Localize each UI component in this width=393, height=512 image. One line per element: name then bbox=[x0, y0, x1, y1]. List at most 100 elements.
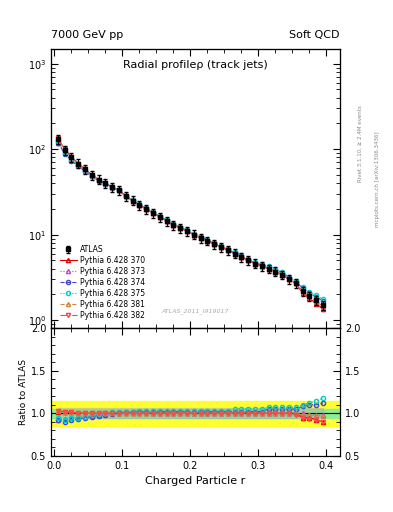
Pythia 6.428 382 bbox=[259, 263, 264, 269]
Pythia 6.428 375 bbox=[137, 201, 142, 207]
Pythia 6.428 374 bbox=[178, 224, 183, 230]
Text: mcplots.cern.ch [arXiv:1306.3436]: mcplots.cern.ch [arXiv:1306.3436] bbox=[375, 132, 380, 227]
Pythia 6.428 374 bbox=[273, 267, 278, 273]
Pythia 6.428 381 bbox=[286, 276, 291, 283]
Pythia 6.428 370 bbox=[117, 187, 121, 194]
Pythia 6.428 382 bbox=[69, 154, 74, 160]
Pythia 6.428 370 bbox=[130, 198, 135, 204]
Pythia 6.428 374 bbox=[321, 298, 325, 304]
Pythia 6.428 375 bbox=[123, 193, 128, 199]
Pythia 6.428 370 bbox=[158, 214, 162, 220]
Pythia 6.428 373 bbox=[219, 244, 223, 250]
Pythia 6.428 382 bbox=[178, 225, 183, 231]
Pythia 6.428 374 bbox=[137, 202, 142, 208]
Pythia 6.428 374 bbox=[130, 197, 135, 203]
Pythia 6.428 375 bbox=[151, 209, 155, 215]
Pythia 6.428 370 bbox=[239, 254, 244, 260]
Pythia 6.428 375 bbox=[55, 138, 60, 144]
Pythia 6.428 373 bbox=[137, 202, 142, 208]
Pythia 6.428 370 bbox=[273, 268, 278, 274]
Pythia 6.428 373 bbox=[266, 266, 271, 272]
Pythia 6.428 374 bbox=[212, 240, 217, 246]
Pythia 6.428 375 bbox=[232, 249, 237, 255]
Pythia 6.428 374 bbox=[280, 270, 285, 276]
Pythia 6.428 374 bbox=[198, 234, 203, 240]
Pythia 6.428 381 bbox=[130, 198, 135, 204]
Pythia 6.428 375 bbox=[294, 278, 298, 284]
Pythia 6.428 382 bbox=[103, 180, 108, 186]
Pythia 6.428 375 bbox=[117, 186, 121, 193]
Line: Pythia 6.428 381: Pythia 6.428 381 bbox=[56, 136, 325, 308]
Pythia 6.428 382 bbox=[191, 231, 196, 238]
Y-axis label: Ratio to ATLAS: Ratio to ATLAS bbox=[19, 359, 28, 425]
Pythia 6.428 373 bbox=[151, 210, 155, 216]
Pythia 6.428 373 bbox=[103, 181, 108, 187]
Pythia 6.428 373 bbox=[62, 150, 67, 156]
Pythia 6.428 370 bbox=[307, 295, 312, 302]
Pythia 6.428 381 bbox=[123, 194, 128, 200]
Pythia 6.428 381 bbox=[314, 298, 318, 305]
Line: Pythia 6.428 373: Pythia 6.428 373 bbox=[56, 140, 325, 308]
Pythia 6.428 370 bbox=[219, 244, 223, 250]
Pythia 6.428 373 bbox=[232, 250, 237, 257]
Pythia 6.428 370 bbox=[191, 231, 196, 238]
Pythia 6.428 382 bbox=[314, 301, 318, 307]
Pythia 6.428 381 bbox=[294, 280, 298, 286]
Pythia 6.428 382 bbox=[130, 198, 135, 204]
Pythia 6.428 375 bbox=[103, 180, 108, 186]
Pythia 6.428 375 bbox=[246, 255, 251, 262]
Pythia 6.428 382 bbox=[205, 238, 210, 244]
Pythia 6.428 381 bbox=[253, 261, 257, 267]
Pythia 6.428 375 bbox=[171, 221, 176, 227]
Pythia 6.428 373 bbox=[321, 303, 325, 309]
Pythia 6.428 370 bbox=[212, 241, 217, 247]
Pythia 6.428 374 bbox=[158, 214, 162, 220]
Pythia 6.428 382 bbox=[219, 244, 223, 250]
Pythia 6.428 373 bbox=[178, 225, 183, 231]
Pythia 6.428 375 bbox=[307, 289, 312, 295]
Pythia 6.428 370 bbox=[76, 160, 81, 166]
Pythia 6.428 373 bbox=[171, 222, 176, 228]
Pythia 6.428 370 bbox=[300, 290, 305, 296]
Pythia 6.428 370 bbox=[286, 276, 291, 283]
Pythia 6.428 381 bbox=[90, 172, 94, 178]
Pythia 6.428 370 bbox=[185, 228, 189, 234]
Pythia 6.428 375 bbox=[226, 246, 230, 252]
Pythia 6.428 382 bbox=[158, 214, 162, 220]
Pythia 6.428 381 bbox=[219, 244, 223, 250]
Pythia 6.428 382 bbox=[83, 166, 87, 173]
Pythia 6.428 370 bbox=[110, 184, 115, 190]
Pythia 6.428 373 bbox=[96, 177, 101, 183]
Pythia 6.428 370 bbox=[294, 280, 298, 286]
Pythia 6.428 374 bbox=[83, 168, 87, 175]
Pythia 6.428 375 bbox=[62, 150, 67, 156]
Pythia 6.428 382 bbox=[96, 177, 101, 183]
Pythia 6.428 381 bbox=[205, 238, 210, 244]
Pythia 6.428 374 bbox=[205, 237, 210, 243]
Pythia 6.428 373 bbox=[294, 280, 298, 286]
Pythia 6.428 381 bbox=[62, 146, 67, 152]
Text: ATLAS_2011_I919017: ATLAS_2011_I919017 bbox=[162, 309, 229, 314]
Pythia 6.428 381 bbox=[171, 222, 176, 228]
Pythia 6.428 373 bbox=[259, 263, 264, 269]
Pythia 6.428 373 bbox=[239, 254, 244, 260]
Pythia 6.428 373 bbox=[90, 173, 94, 179]
Pythia 6.428 382 bbox=[55, 135, 60, 141]
Legend: ATLAS, Pythia 6.428 370, Pythia 6.428 373, Pythia 6.428 374, Pythia 6.428 375, P: ATLAS, Pythia 6.428 370, Pythia 6.428 37… bbox=[57, 242, 148, 323]
Pythia 6.428 375 bbox=[280, 269, 285, 275]
Pythia 6.428 370 bbox=[83, 166, 87, 173]
Pythia 6.428 373 bbox=[198, 234, 203, 241]
Pythia 6.428 374 bbox=[246, 257, 251, 263]
Pythia 6.428 381 bbox=[307, 294, 312, 300]
Pythia 6.428 375 bbox=[178, 224, 183, 230]
Pythia 6.428 381 bbox=[191, 231, 196, 238]
Pythia 6.428 382 bbox=[137, 202, 142, 208]
Pythia 6.428 374 bbox=[232, 250, 237, 256]
Pythia 6.428 375 bbox=[266, 263, 271, 269]
Line: Pythia 6.428 370: Pythia 6.428 370 bbox=[56, 137, 325, 311]
Pythia 6.428 370 bbox=[62, 146, 67, 152]
Pythia 6.428 382 bbox=[294, 281, 298, 287]
Pythia 6.428 373 bbox=[158, 214, 162, 220]
Pythia 6.428 375 bbox=[300, 284, 305, 290]
Pythia 6.428 382 bbox=[117, 187, 121, 194]
